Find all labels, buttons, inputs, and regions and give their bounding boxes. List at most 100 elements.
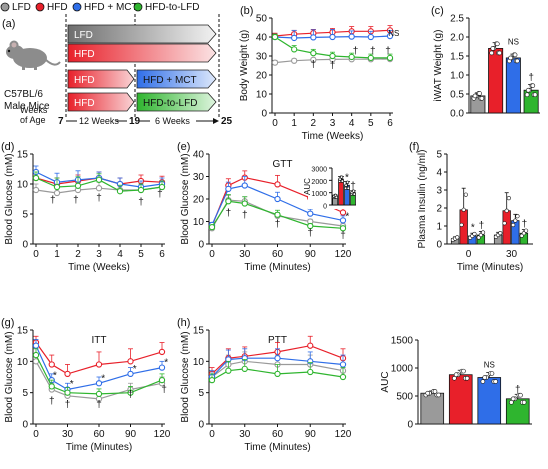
- annotation: †: [528, 73, 534, 84]
- annotation: *: [471, 223, 475, 234]
- bar-point: [521, 400, 527, 405]
- bar-lfd: [470, 91, 486, 114]
- y-tick-label: 500: [396, 392, 413, 403]
- bar-point: [345, 180, 350, 184]
- timeline-span1: 12 Weeks: [79, 116, 119, 126]
- bar-point: [530, 83, 536, 88]
- y-tick-label: 30: [256, 52, 268, 63]
- series-hfd-to-lfd: [32, 348, 166, 398]
- chart-h_auc: 0 500 1000 1500 AUC NS †: [380, 336, 532, 431]
- arrow-hfd-phase1-switch-label: HFD: [74, 98, 95, 109]
- annotation: *: [70, 379, 74, 390]
- arrow-hfd-phase1-mct: [67, 69, 135, 89]
- panel-label-d: (d): [1, 141, 14, 153]
- arrow-hfd-phase1-switch: [67, 92, 135, 112]
- bar-point: [510, 396, 516, 402]
- x-tick-label: 2: [311, 118, 317, 129]
- data-point: [158, 364, 166, 371]
- bar-point: [459, 222, 464, 228]
- legend-label-hfd: HFD: [47, 2, 68, 13]
- data-point: [32, 174, 40, 182]
- arrow-hfd-mct: [136, 69, 217, 89]
- y-tick-label: 1.0: [450, 71, 464, 82]
- series-line-hfd-mct: [35, 345, 163, 391]
- x-tick-label: 4: [117, 249, 123, 260]
- data-point: [116, 188, 124, 195]
- data-point: [274, 195, 281, 203]
- y-axis-title: Body Weight (g): [239, 30, 250, 102]
- bar-point: [489, 371, 495, 376]
- panel-label-g: (g): [1, 317, 14, 329]
- legend-label-hfd-mct: HFD + MCT: [84, 2, 138, 13]
- data-point: [225, 198, 232, 205]
- annotation: †: [96, 400, 102, 411]
- bar-point: [513, 218, 518, 223]
- bar-rect: [477, 377, 502, 425]
- data-point: [32, 342, 40, 349]
- y-axis-title: Blood Glucose (mM): [4, 153, 15, 244]
- bar-rect: [502, 210, 511, 245]
- chart-title-e: GTT: [273, 159, 293, 170]
- bar-point: [508, 55, 513, 61]
- legend-marker-hfd-mct: [72, 2, 82, 12]
- x-tick-label: 60: [272, 429, 284, 440]
- annotation: †: [50, 195, 56, 206]
- y-tick-label: 10: [193, 357, 205, 368]
- bar-hfd-mct: [477, 371, 502, 425]
- annotation: NS: [388, 29, 399, 38]
- y-axis-title: iWAT Weight (g): [433, 30, 444, 102]
- panel-label-h: (h): [177, 317, 190, 329]
- bar-point: [504, 208, 509, 213]
- y-tick-label: 0: [22, 420, 28, 431]
- bar-lfd-30: [493, 231, 503, 245]
- data-point: [367, 54, 374, 62]
- timeline-span2: 6 Weeks: [155, 116, 190, 126]
- data-point: [208, 223, 216, 231]
- bar-point: [477, 91, 482, 96]
- bar-point: [532, 92, 538, 98]
- data-point: [291, 34, 298, 42]
- annotation: †: [340, 230, 346, 241]
- y-tick-label: 40: [256, 33, 268, 44]
- data-point: [95, 176, 103, 183]
- data-point: [95, 380, 103, 387]
- bar-point: [472, 231, 477, 237]
- x-tick-label: 0: [33, 429, 39, 440]
- x-axis-title: Time (Minutes): [457, 262, 523, 273]
- x-tick-label: 90: [305, 429, 317, 440]
- y-tick-label: 10: [256, 90, 268, 101]
- bar-hfd-30: [502, 192, 511, 245]
- y-tick-label: 0: [323, 204, 327, 211]
- panel-label-b: (b): [240, 5, 253, 17]
- y-tick-label: 1: [436, 222, 442, 233]
- x-tick-label: 3: [96, 249, 102, 260]
- bar-lfd: [420, 389, 445, 425]
- y-tick-label: 15: [193, 326, 205, 337]
- data-point: [271, 33, 279, 41]
- bar-point: [482, 375, 487, 380]
- bar-hfd: [488, 41, 504, 114]
- annotation: †: [128, 390, 134, 401]
- bar-point: [461, 368, 466, 374]
- data-point: [127, 389, 134, 396]
- data-point: [274, 181, 281, 188]
- annotation: *: [345, 172, 349, 183]
- mouse-icon: [6, 40, 61, 70]
- y-tick-label: 2: [436, 204, 442, 215]
- y-axis-title: AUC: [380, 371, 391, 392]
- bar-point: [502, 221, 507, 226]
- annotation: NS: [508, 38, 519, 47]
- x-tick-label: 3: [330, 118, 336, 129]
- weeks-of-age-line2: of Age: [20, 115, 46, 125]
- annotation: †: [65, 400, 71, 411]
- bar-rect: [505, 57, 521, 114]
- bar-point: [493, 379, 498, 384]
- y-tick-label: 5: [22, 210, 28, 221]
- x-tick-label: 0: [209, 249, 215, 260]
- series-line-hfd-mct: [211, 184, 344, 226]
- bar-hfd-mct-30: [511, 213, 520, 245]
- data-point: [225, 367, 232, 374]
- bar-hfd-mct-0: [468, 231, 477, 245]
